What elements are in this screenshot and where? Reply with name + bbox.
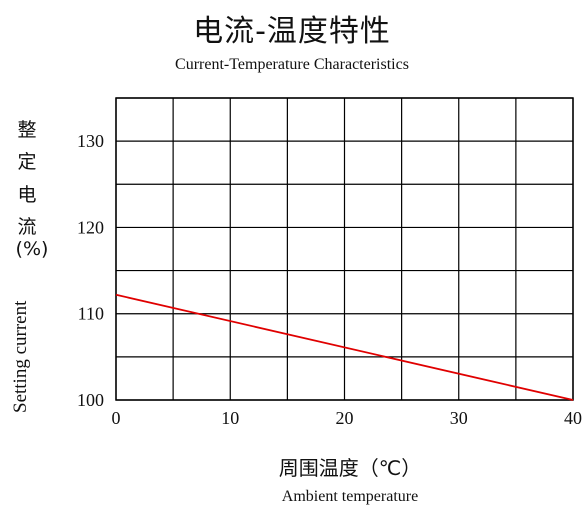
y-label-cn-char-1: 整: [17, 119, 37, 141]
chart-subtitle: Current-Temperature Characteristics: [175, 56, 409, 73]
y-label-unit: (%): [15, 238, 49, 260]
y-label-cn-char-3: 电: [17, 184, 37, 206]
y-label-cn-char-4: 流: [17, 216, 37, 238]
x-axis-label-cn: 周围温度（℃）: [278, 456, 422, 480]
x-tick-label: 10: [221, 408, 239, 428]
plot-frame: [115, 97, 574, 401]
y-tick-label: 110: [78, 304, 104, 324]
y-tick-label: 130: [77, 131, 104, 151]
x-tick-label: 20: [336, 408, 354, 428]
y-label-cn-char-2: 定: [17, 151, 37, 173]
x-tick-label: 40: [564, 408, 582, 428]
x-tick-label: 30: [450, 408, 468, 428]
chart-title: 电流-温度特性: [193, 14, 391, 49]
x-axis-label-en: Ambient temperature: [281, 488, 419, 505]
y-tick-label: 100: [77, 390, 104, 410]
y-tick-label: 120: [77, 217, 104, 237]
x-tick-label: 0: [112, 408, 121, 428]
series-line: [115, 293, 574, 401]
